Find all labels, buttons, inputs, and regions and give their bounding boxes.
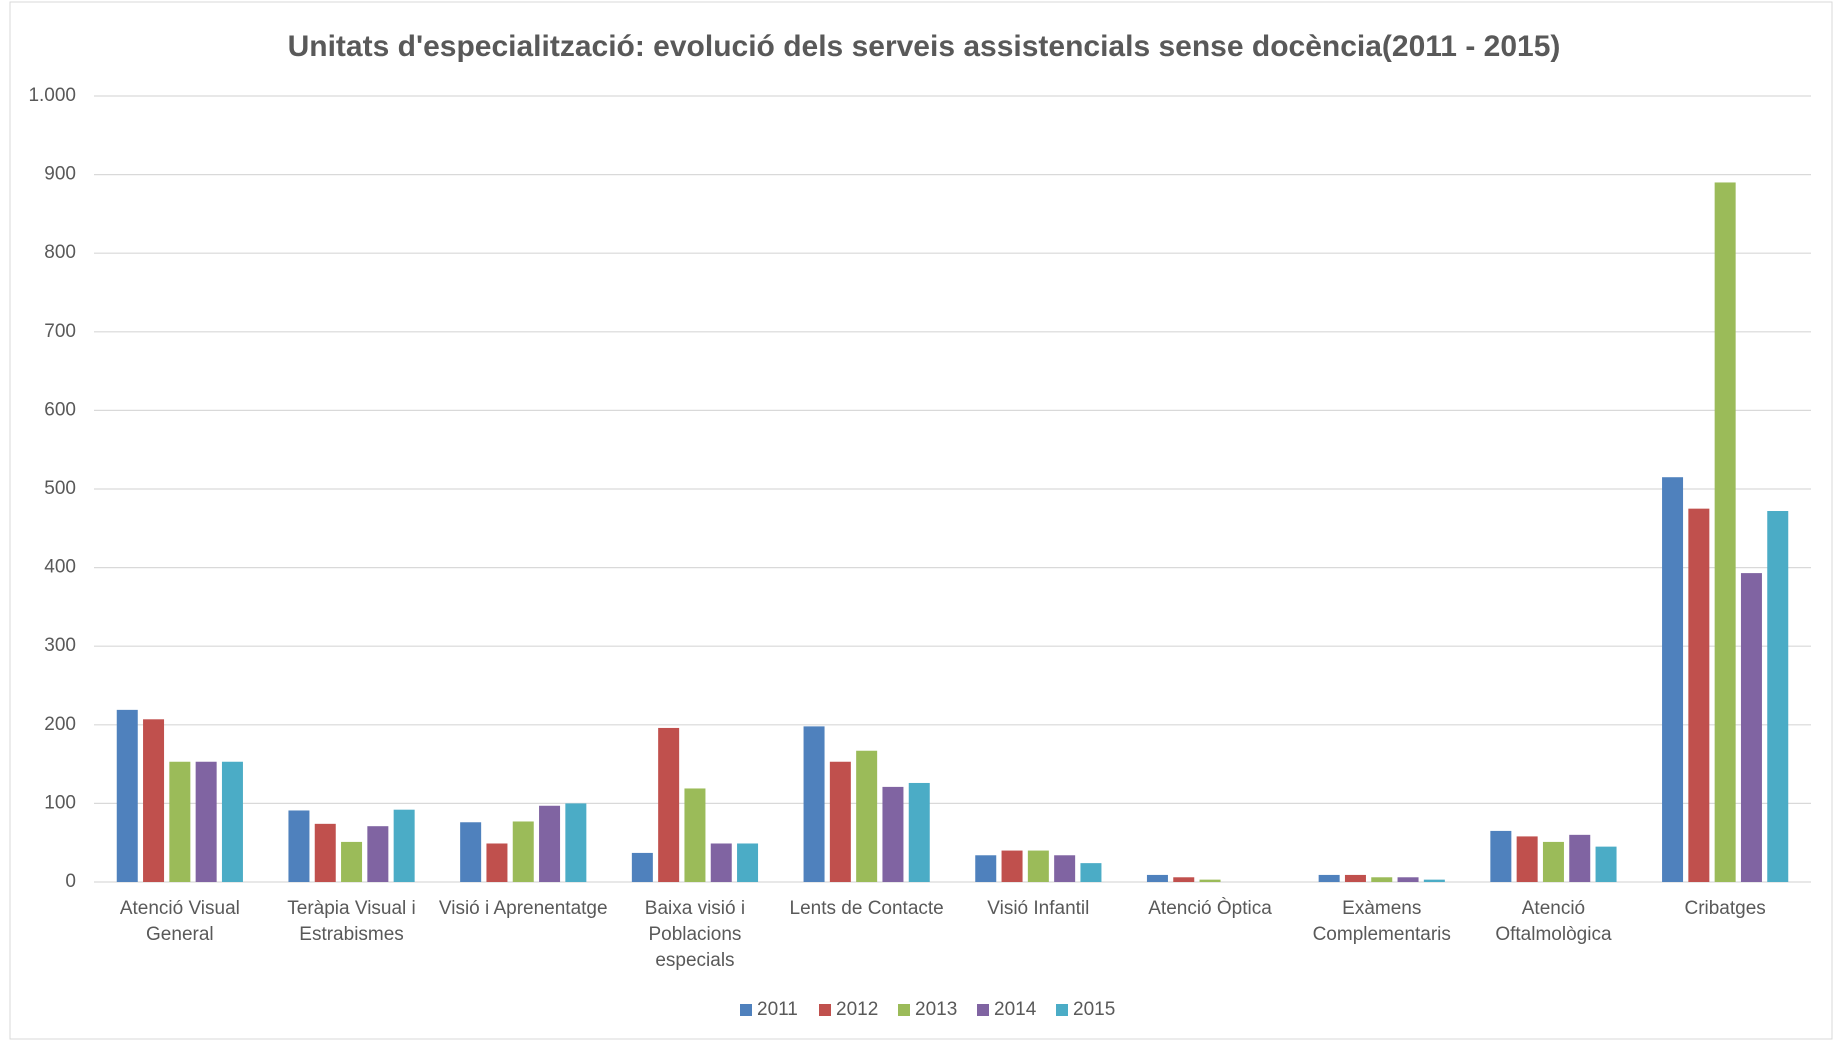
x-tick-label: Exàmens Complementaris [1312, 898, 1451, 945]
legend-swatch [898, 1004, 910, 1016]
legend-swatch [1056, 1004, 1068, 1016]
bar [710, 843, 732, 882]
bar [512, 821, 534, 882]
chart-title: Unitats d'especialització: evolució dels… [288, 30, 1561, 63]
bar [565, 803, 587, 882]
y-tick-label: 400 [44, 557, 76, 578]
legend-label: 2015 [1073, 999, 1115, 1020]
bar [1595, 846, 1617, 882]
bar [684, 788, 706, 882]
bar [1569, 834, 1591, 882]
bar [1054, 855, 1076, 882]
legend-label: 2012 [836, 999, 878, 1020]
bar [882, 786, 904, 882]
bar [1490, 830, 1512, 882]
bar [1080, 863, 1102, 882]
bar [195, 761, 217, 882]
bar [1318, 874, 1340, 882]
bar [486, 843, 508, 882]
bar [1397, 877, 1419, 882]
bar [803, 726, 825, 882]
x-tick-label: Atenció Òptica [1148, 898, 1272, 919]
bar [1423, 879, 1445, 882]
bar [116, 709, 138, 882]
x-tick-label: Visió Infantil [987, 898, 1090, 919]
bar [221, 761, 243, 882]
bar [1027, 850, 1049, 882]
bar [143, 719, 165, 882]
y-tick-label: 300 [44, 635, 76, 656]
y-tick-label: 700 [44, 321, 76, 342]
legend-label: 2011 [757, 999, 798, 1020]
bar [367, 826, 389, 882]
bar [1344, 874, 1366, 882]
bar [658, 727, 680, 882]
bar [1688, 508, 1710, 882]
bar [460, 822, 482, 882]
bar [1173, 877, 1195, 882]
y-tick-label: 200 [44, 714, 76, 735]
bar [341, 841, 363, 882]
y-tick-label: 1.000 [28, 85, 76, 106]
bar [1001, 850, 1023, 882]
bar [1146, 874, 1168, 882]
x-tick-label: Atenció Visual General [119, 898, 240, 945]
x-tick-label: Teràpia Visual i Estrabismes [287, 898, 416, 945]
bar [631, 852, 653, 882]
x-tick-label: Atenció Oftalmològica [1495, 898, 1612, 945]
chart-border [9, 1, 1833, 1040]
y-tick-label: 600 [44, 399, 76, 420]
bar [856, 750, 878, 882]
legend-swatch [740, 1004, 752, 1016]
bar [1199, 879, 1221, 882]
bar [288, 810, 310, 882]
bar [1371, 877, 1393, 882]
x-tick-label: Cribatges [1684, 898, 1766, 919]
y-tick-label: 900 [44, 164, 76, 185]
y-tick-label: 800 [44, 242, 76, 263]
bar [539, 805, 561, 882]
bar [393, 809, 415, 882]
bar [1662, 477, 1684, 882]
legend-label: 2013 [915, 999, 957, 1020]
bar [829, 761, 851, 882]
legend-swatch [977, 1004, 989, 1016]
x-tick-label: Baixa visió i Poblacions especials [644, 898, 746, 971]
legend-label: 2014 [994, 999, 1037, 1020]
y-tick-label: 100 [44, 792, 76, 813]
bar [314, 823, 336, 882]
bar [1714, 182, 1736, 882]
bar [169, 761, 191, 882]
y-tick-label: 500 [44, 478, 76, 499]
bar [975, 855, 997, 882]
x-tick-label: Visió i Aprenentatge [438, 898, 608, 919]
y-tick-label: 0 [65, 871, 76, 892]
bar [1740, 573, 1762, 882]
bar [1542, 841, 1564, 882]
bar [1516, 836, 1538, 882]
bar [908, 782, 930, 882]
x-tick-label: Lents de Contacte [789, 898, 944, 919]
bar [1767, 511, 1789, 882]
bar [737, 843, 759, 882]
legend-swatch [819, 1004, 831, 1016]
